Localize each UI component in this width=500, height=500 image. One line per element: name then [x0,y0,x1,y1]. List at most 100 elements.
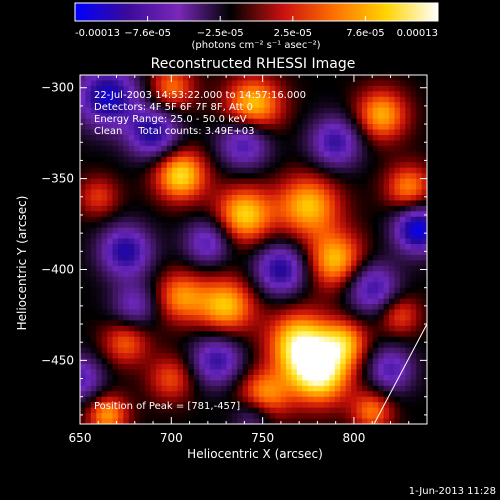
heatmap-cell [128,173,135,180]
heatmap-cell [90,380,97,387]
heatmap-cell [307,118,314,125]
heatmap-cell [389,167,395,174]
heatmap-cell [117,102,124,109]
heatmap-cell [323,407,330,414]
heatmap-cell [193,276,200,283]
heatmap-cell [378,151,385,158]
heatmap-cell [329,189,336,196]
heatmap-cell [101,189,108,196]
heatmap-cell [248,134,254,141]
heatmap-cell [280,211,287,218]
heatmap-cell [389,276,395,283]
heatmap-cell [117,254,124,261]
heatmap-cell [291,167,298,174]
heatmap-cell [155,129,162,136]
heatmap-cell [101,200,108,207]
heatmap-cell [90,309,97,316]
heatmap-cell [318,233,325,239]
colorbar-gradient [74,2,439,22]
heatmap-cell [248,271,254,278]
heatmap-cell [139,276,146,283]
heatmap-cell [215,173,222,180]
heatmap-cell [291,358,298,365]
heatmap-cell [128,358,135,365]
heatmap-cell [351,200,357,207]
heatmap-cell [361,189,368,196]
heatmap-cell [107,222,113,229]
heatmap-cell [242,309,249,316]
heatmap-cell [367,276,374,283]
heatmap-cell [188,391,195,398]
heatmap-cell [96,320,103,327]
heatmap-cell [286,91,292,98]
heatmap-cell [193,194,200,201]
heatmap-cell [410,369,417,376]
heatmap-cell [199,358,206,365]
heatmap-cell [85,249,92,256]
heatmap-cell [421,413,427,419]
heatmap-cell [80,118,86,125]
heatmap-cell [280,336,287,343]
heatmap-cell [237,178,244,185]
heatmap-cell [193,325,200,332]
heatmap-cell [193,118,200,125]
heatmap-cell [334,320,341,327]
heatmap-cell [134,276,141,283]
heatmap-cell [275,369,282,376]
heatmap-cell [323,265,330,272]
heatmap-cell [280,293,287,299]
heatmap-cell [172,96,178,103]
heatmap-cell [302,85,309,92]
heatmap-cell [296,342,303,349]
heatmap-cell [383,113,390,120]
heatmap-cell [242,151,249,158]
heatmap-cell [383,167,390,174]
heatmap-cell [399,374,406,381]
heatmap-cell [107,118,113,125]
heatmap-cell [248,211,254,218]
heatmap-cell [258,254,265,261]
heatmap-cell [323,347,330,354]
heatmap-cell [172,304,178,310]
heatmap-cell [107,85,113,92]
heatmap-cell [280,151,287,158]
heatmap-cell [117,227,124,234]
heatmap-cell [145,91,151,98]
heatmap-cell [389,102,395,109]
heatmap-cell [188,151,195,158]
heatmap-cell [361,358,368,365]
heatmap-cell [85,260,92,267]
heatmap-cell [90,336,97,343]
heatmap-cell [264,102,271,109]
heatmap-cell [307,413,314,419]
heatmap-cell [334,145,341,152]
heatmap-cell [112,396,119,403]
heatmap-cell [389,325,395,332]
heatmap-cell [150,265,157,272]
heatmap-cell [123,134,130,141]
heatmap-cell [166,140,173,147]
heatmap-cell [226,156,233,163]
heatmap-cell [226,265,233,272]
heatmap-cell [334,167,341,174]
heatmap-cell [405,309,412,316]
heatmap-cell [80,222,86,229]
heatmap-cell [296,75,303,81]
heatmap-cell [345,276,352,283]
heatmap-cell [210,369,216,376]
heatmap-cell [291,113,298,120]
heatmap-cell [90,342,97,349]
heatmap-cell [145,200,151,207]
heatmap-cell [302,413,309,419]
heatmap-cell [188,140,195,147]
heatmap-cell [329,227,336,234]
heatmap-cell [215,336,222,343]
heatmap-cell [318,134,325,141]
heatmap-cell [242,238,249,245]
heatmap-cell [199,287,206,294]
heatmap-cell [313,380,319,387]
heatmap-cell [177,113,184,120]
heatmap-cell [356,353,363,359]
heatmap-cell [318,358,325,365]
heatmap-cell [117,353,124,359]
